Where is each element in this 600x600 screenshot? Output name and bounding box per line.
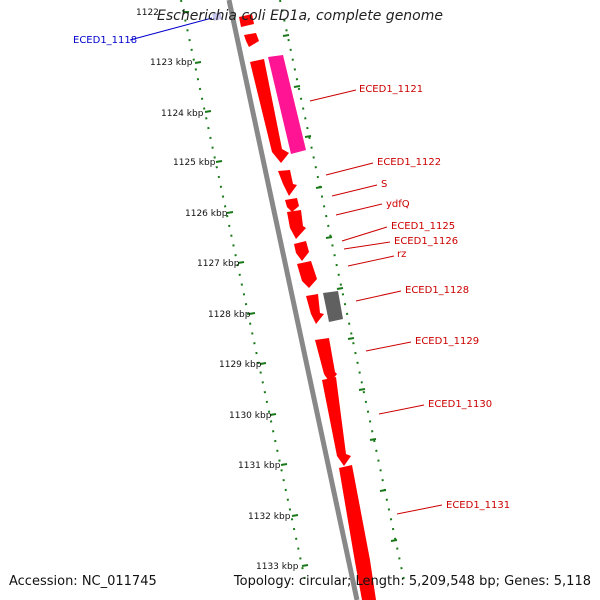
label-eced1-1129[interactable]: ECED1_1129 — [415, 336, 479, 347]
kbp-label-1125: 1125 kbp — [173, 158, 216, 168]
tick-1133 — [301, 564, 309, 567]
tick-1126 — [226, 211, 234, 214]
kbp-label-1126: 1126 kbp — [185, 209, 228, 219]
genome-backbone — [226, 0, 360, 600]
label-eced1-1126[interactable]: ECED1_1126 — [394, 236, 458, 247]
gene-top-1[interactable] — [239, 14, 254, 27]
outer-tick-10 — [379, 489, 387, 492]
gene-rz[interactable] — [297, 261, 317, 288]
outer-tick-11 — [390, 539, 398, 542]
outer-tick-marks — [282, 34, 398, 542]
genome-summary-text: Topology: circular; Length: 5,209,548 bp… — [233, 574, 591, 589]
label-ydfq[interactable]: ydfQ — [386, 199, 410, 210]
kbp-label-1128: 1128 kbp — [208, 310, 251, 320]
leader-eced1-1118 — [129, 17, 213, 41]
label-s[interactable]: S — [381, 179, 387, 190]
outer-tick-3 — [304, 135, 312, 138]
kbp-label-1131: 1131 kbp — [238, 461, 281, 471]
leader-eced1-1121 — [309, 89, 357, 102]
outer-tick-5 — [325, 236, 333, 239]
label-eced1-1130[interactable]: ECED1_1130 — [428, 399, 492, 410]
tick-1125 — [215, 160, 223, 163]
leader-s — [331, 184, 378, 197]
gene-eced1-1125[interactable] — [294, 241, 309, 261]
gene-features — [212, 12, 376, 600]
tick-1132 — [291, 514, 299, 517]
leader-ydfq — [335, 203, 383, 216]
genome-title-overlay: Escherichia coli ED1a, complete genome — [157, 8, 443, 24]
tick-1130 — [269, 413, 277, 416]
gene-eced1-1128[interactable] — [323, 291, 343, 322]
gene-top-2[interactable] — [244, 33, 259, 47]
kbp-label-1132: 1132 kbp — [248, 512, 291, 522]
kbp-label-1124: 1124 kbp — [161, 109, 204, 119]
label-eced1-1131[interactable]: ECED1_1131 — [446, 500, 510, 511]
outer-tick-2 — [293, 85, 301, 88]
tick-1127 — [237, 261, 245, 264]
label-eced1-1125[interactable]: ECED1_1125 — [391, 221, 455, 232]
gene-labels: ECED1_1118 ECED1_1121 ECED1_1122 S ydfQ … — [73, 35, 510, 511]
gene-eced1-1118[interactable] — [212, 12, 222, 21]
inner-tick-marks — [184, 11, 309, 567]
leader-eced1-1122 — [325, 162, 374, 176]
leader-eced1-1129 — [365, 341, 412, 352]
label-rz[interactable]: rz — [397, 249, 406, 260]
label-eced1-1118[interactable]: ECED1_1118 — [73, 35, 137, 46]
tick-1124 — [204, 110, 212, 113]
gene-eced1-1130[interactable] — [322, 377, 351, 466]
accession-text: Accession: NC_011745 — [9, 574, 157, 589]
outer-tick-4 — [315, 186, 323, 189]
leader-eced1-1128 — [355, 290, 402, 302]
leader-rz — [347, 255, 395, 267]
kbp-label-1130: 1130 kbp — [229, 411, 272, 421]
kbp-label-1129: 1129 kbp — [219, 360, 262, 370]
gene-eced1-1120[interactable] — [250, 59, 289, 163]
outer-tick-9 — [369, 438, 377, 441]
tick-1131 — [280, 463, 288, 466]
label-eced1-1122[interactable]: ECED1_1122 — [377, 157, 441, 168]
gene-eced1-1122[interactable] — [278, 170, 297, 196]
outer-tick-6 — [336, 287, 344, 290]
gene-eced1-1121[interactable] — [268, 55, 306, 154]
kbp-label-1133: 1133 kbp — [256, 562, 299, 572]
kbp-label-1123: 1123 kbp — [150, 58, 193, 68]
label-eced1-1121[interactable]: ECED1_1121 — [359, 84, 423, 95]
gene-eced1-1131[interactable] — [339, 465, 376, 600]
gene-eced1-1129[interactable] — [315, 338, 337, 383]
tick-1123 — [194, 61, 202, 64]
gene-eced1-1128-a[interactable] — [306, 294, 324, 324]
kbp-labels: 1122 1123 kbp 1124 kbp 1125 kbp 1126 kbp… — [136, 8, 299, 572]
outer-tick-7 — [347, 337, 355, 340]
outer-tick-8 — [358, 388, 366, 391]
tick-1128 — [248, 312, 256, 315]
kbp-label-1122: 1122 — [136, 8, 159, 18]
label-eced1-1128[interactable]: ECED1_1128 — [405, 285, 469, 296]
outer-tick-1 — [282, 34, 290, 37]
label-leaders — [129, 17, 443, 515]
leader-eced1-1131 — [396, 504, 443, 515]
gene-ydfq[interactable] — [287, 210, 306, 239]
leader-eced1-1125 — [341, 226, 388, 242]
leader-eced1-1130 — [378, 404, 425, 415]
leader-eced1-1126 — [343, 241, 391, 250]
kbp-label-1127: 1127 kbp — [197, 259, 240, 269]
gene-s[interactable] — [285, 198, 299, 212]
tick-1129 — [259, 362, 267, 365]
